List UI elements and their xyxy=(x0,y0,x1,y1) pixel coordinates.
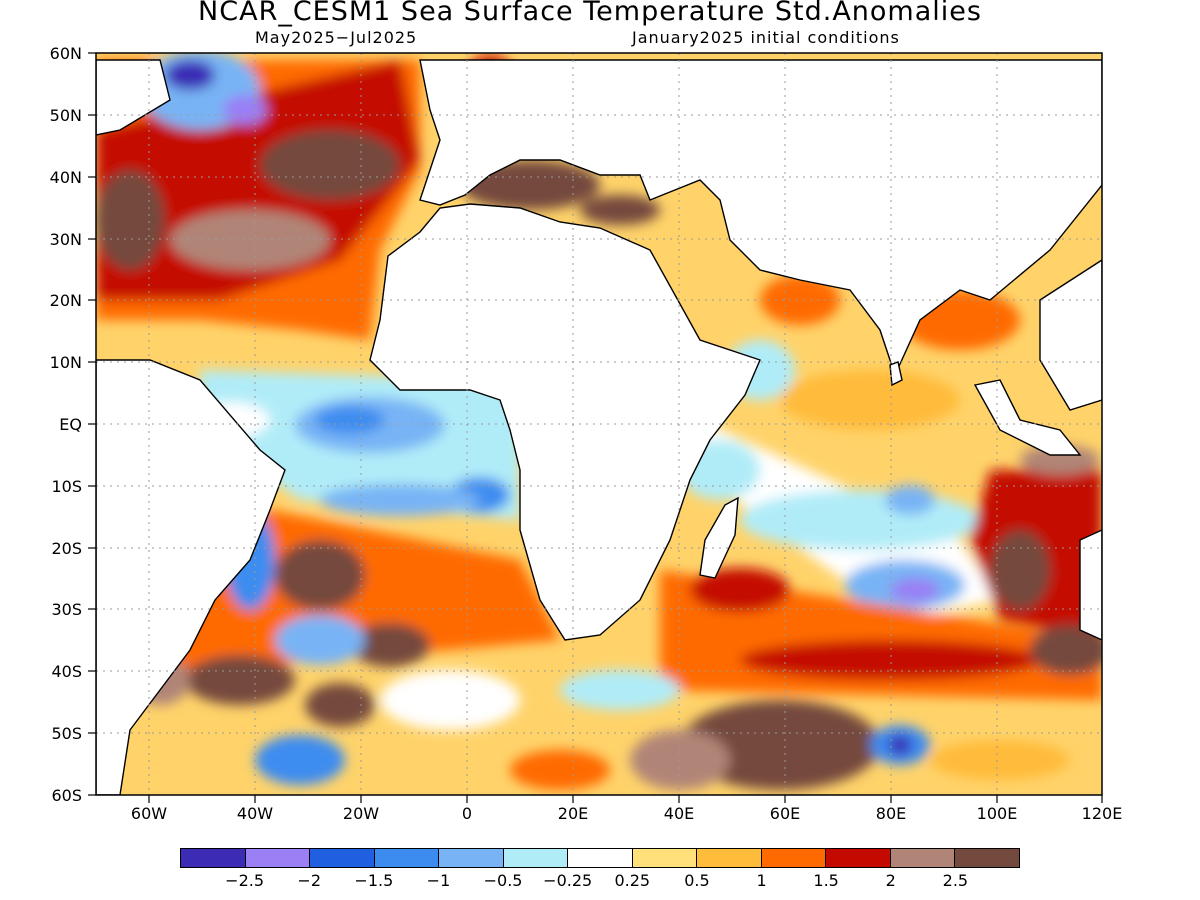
colorbar-label: −1 xyxy=(426,871,451,890)
colorbar-swatch xyxy=(955,849,1019,867)
lon-label: 80E xyxy=(875,804,907,823)
lat-label: 20S xyxy=(51,539,82,558)
initial-conditions: January2025 initial conditions xyxy=(632,28,900,47)
lat-label: 50N xyxy=(49,106,82,125)
lat-label: 30N xyxy=(49,230,82,249)
lon-label: 120E xyxy=(1081,804,1123,823)
lat-label: 50S xyxy=(51,724,82,743)
colorbar-label: −0.5 xyxy=(483,871,523,890)
colorbar-swatch xyxy=(245,849,311,867)
colorbar-swatch xyxy=(181,849,246,867)
forecast-period: May2025−Jul2025 xyxy=(255,28,418,47)
colorbar-label: 0.5 xyxy=(684,871,710,890)
lat-label: 20N xyxy=(49,291,82,310)
lat-label: 40N xyxy=(49,168,82,187)
lat-label: 60N xyxy=(49,44,82,63)
anomaly-field xyxy=(96,53,1102,795)
colorbar-swatch xyxy=(761,849,827,867)
lon-label: 100E xyxy=(976,804,1018,823)
colorbar-swatch xyxy=(374,849,440,867)
axis-ticks xyxy=(88,52,1103,803)
lat-label: 10N xyxy=(49,353,82,372)
lon-label: 40W xyxy=(236,804,274,823)
colorbar-label: −2.5 xyxy=(225,871,265,890)
colorbar-label: 0.25 xyxy=(614,871,651,890)
grid-lines xyxy=(96,53,1102,795)
colorbar-label: 2.5 xyxy=(942,871,969,890)
colorbar-label: −1.5 xyxy=(354,871,394,890)
colorbar-swatch xyxy=(697,849,762,867)
colorbar-swatch xyxy=(439,849,504,867)
lat-label: 40S xyxy=(51,662,82,681)
colorbar-label: 1.5 xyxy=(813,871,839,890)
lon-label: 20E xyxy=(557,804,589,823)
colorbar-swatch xyxy=(568,849,633,867)
lon-label: 60W xyxy=(130,804,168,823)
colorbar-swatch xyxy=(826,849,891,867)
lon-label: 60E xyxy=(769,804,801,823)
colorbar-swatch xyxy=(503,849,569,867)
colorbar-swatch xyxy=(632,849,698,867)
colorbar xyxy=(180,848,1020,868)
chart-title: NCAR_CESM1 Sea Surface Temperature Std.A… xyxy=(198,0,982,27)
lat-label: 10S xyxy=(51,477,82,496)
lat-label: EQ xyxy=(59,415,82,434)
lon-label: 0 xyxy=(461,804,473,823)
lat-label: 60S xyxy=(51,786,82,805)
lon-label: 20W xyxy=(342,804,380,823)
colorbar-swatch xyxy=(310,849,375,867)
lat-label: 30S xyxy=(51,600,82,619)
colorbar-label: −0.25 xyxy=(543,871,593,890)
colorbar-label: −2 xyxy=(297,871,322,890)
lon-label: 40E xyxy=(663,804,695,823)
colorbar-label: 1 xyxy=(756,871,767,890)
colorbar-label: 2 xyxy=(885,871,896,890)
colorbar-swatch xyxy=(890,849,956,867)
